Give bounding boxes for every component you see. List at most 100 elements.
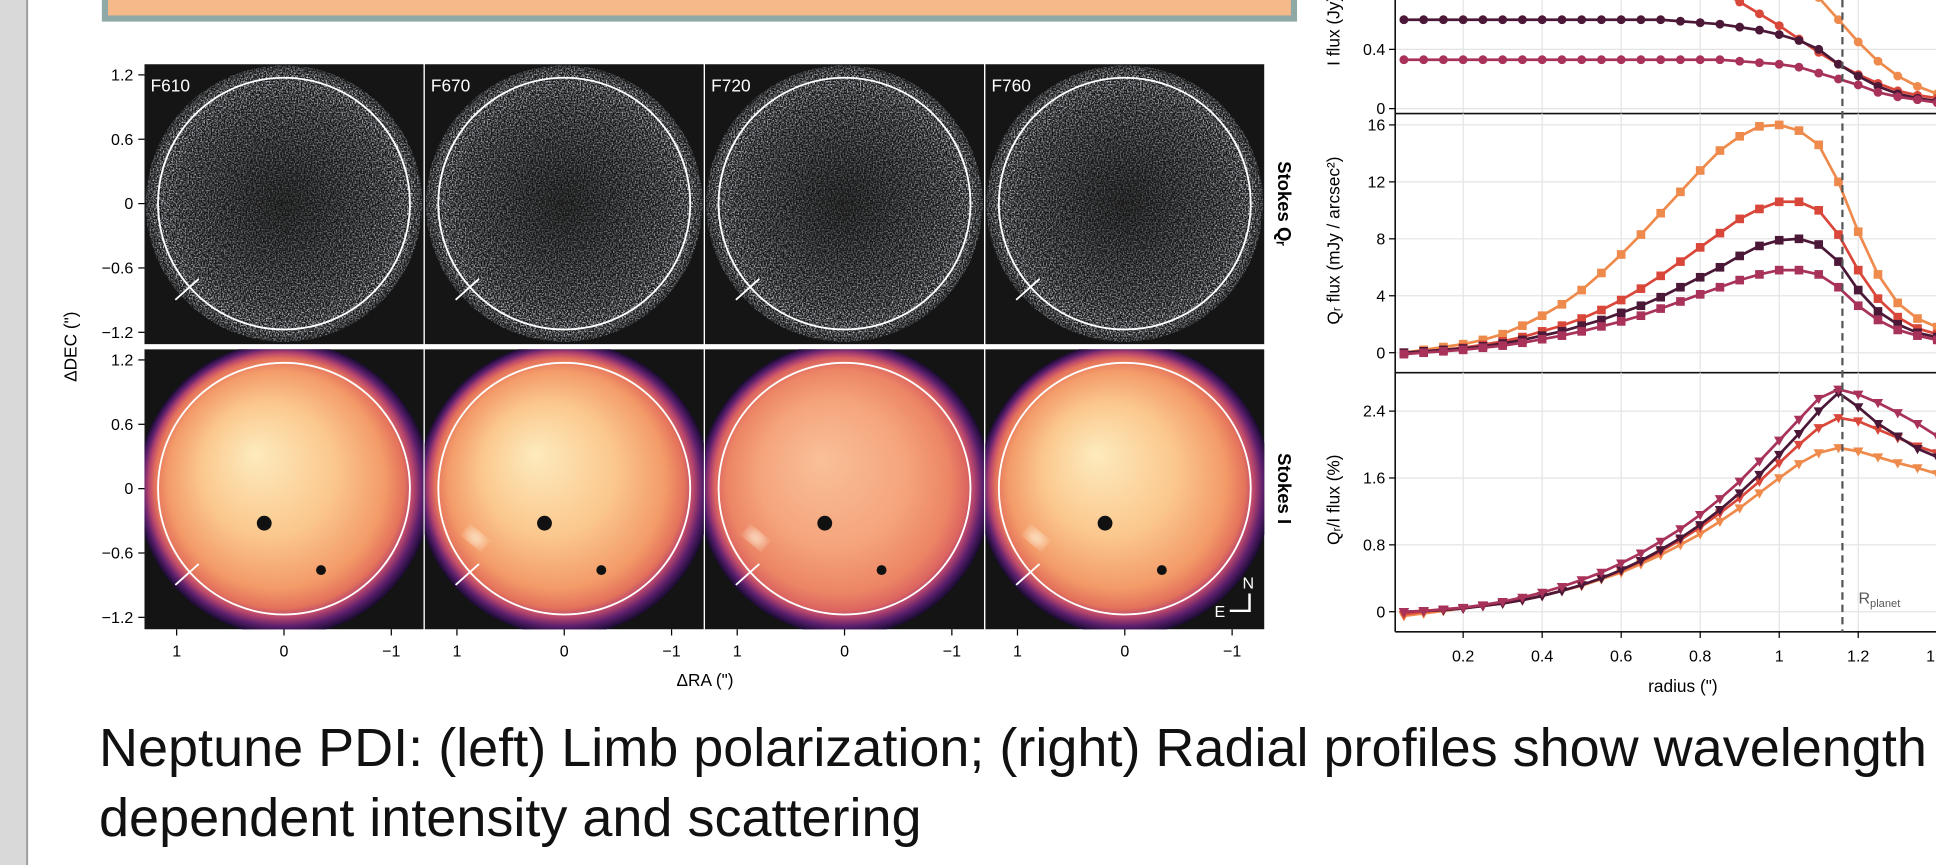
marker — [1715, 262, 1725, 272]
marker — [1438, 15, 1448, 25]
marker — [1458, 15, 1468, 25]
planet-outline — [997, 76, 1252, 331]
marker — [1457, 603, 1469, 614]
marker — [1774, 436, 1785, 446]
marker — [1873, 56, 1883, 66]
marker — [1577, 321, 1586, 330]
marker — [1695, 166, 1705, 175]
marker — [1754, 477, 1765, 487]
marker — [1774, 265, 1784, 275]
x-tick-label: −1 — [662, 642, 680, 660]
marker — [1793, 460, 1805, 470]
limb-brightening — [465, 529, 485, 547]
plot-area — [1399, 120, 1936, 359]
marker — [1794, 36, 1804, 45]
marker — [1834, 257, 1843, 266]
y-tick-label: 0 — [1376, 344, 1385, 362]
marker — [1695, 290, 1705, 299]
marker — [1438, 605, 1449, 615]
planet-outline — [717, 76, 972, 331]
x-tick-label: −1 — [1223, 642, 1241, 660]
marker — [1873, 294, 1883, 303]
marker — [1754, 457, 1765, 467]
side-bar — [0, 0, 28, 865]
marker — [1714, 517, 1726, 527]
x-tick-label: 0 — [280, 642, 289, 660]
marker — [1814, 44, 1824, 54]
y-tick-label: 4 — [1376, 287, 1385, 305]
marker — [1755, 9, 1764, 19]
polarized-noise — [424, 64, 704, 345]
marker — [1893, 92, 1903, 102]
planet-disk — [144, 349, 424, 630]
marker — [1676, 282, 1685, 292]
marker — [1774, 450, 1785, 461]
marker — [1517, 55, 1527, 65]
marker — [1913, 331, 1922, 340]
marker — [1794, 62, 1804, 72]
mask-marker — [735, 563, 760, 586]
marker — [1813, 424, 1824, 434]
marker — [1813, 449, 1824, 459]
marker — [1577, 285, 1586, 295]
row-label: Stokes Qᵣ — [1274, 161, 1295, 246]
x-tick-label: 0.4 — [1531, 647, 1553, 665]
marker — [1419, 348, 1428, 358]
marker — [1537, 311, 1547, 321]
marker — [1597, 315, 1606, 325]
marker — [1597, 305, 1606, 315]
marker — [1853, 37, 1863, 47]
marker — [1794, 126, 1804, 135]
marker — [1616, 250, 1626, 259]
marker — [1872, 453, 1884, 463]
marker — [1695, 511, 1706, 521]
filter-label: F760 — [991, 75, 1030, 95]
marker — [1398, 608, 1410, 618]
x-tick-label: −1 — [943, 642, 961, 660]
marker — [1932, 335, 1936, 345]
marker — [1793, 429, 1805, 440]
marker — [1793, 415, 1805, 426]
marker — [1774, 120, 1784, 130]
marker — [1576, 581, 1587, 591]
y-tick-label: 0.6 — [111, 131, 133, 149]
y-tick-label: 1.2 — [111, 66, 133, 84]
marker — [1616, 15, 1626, 25]
marker — [1774, 235, 1784, 245]
marker — [1596, 574, 1607, 584]
moon — [596, 565, 607, 576]
marker — [1774, 59, 1784, 69]
marker — [1834, 282, 1843, 292]
marker — [1932, 453, 1936, 461]
planet-outline — [437, 76, 692, 331]
marker — [1635, 549, 1647, 559]
marker — [1893, 325, 1903, 335]
marker — [1715, 228, 1725, 238]
marker — [1853, 301, 1863, 311]
marker — [1656, 208, 1666, 218]
y-tick-label: 0.4 — [1363, 41, 1385, 59]
marker — [1635, 557, 1647, 567]
polarized-noise — [705, 64, 985, 345]
image-panel — [144, 64, 424, 345]
marker — [1557, 299, 1567, 309]
marker — [1636, 15, 1646, 25]
marker — [1755, 241, 1764, 251]
marker — [1932, 470, 1936, 478]
x-tick-label: 1 — [452, 642, 461, 660]
marker — [1615, 559, 1627, 569]
marker — [1577, 314, 1586, 323]
marker — [1755, 270, 1764, 279]
marker — [1834, 74, 1843, 84]
mask-marker — [454, 278, 480, 301]
marker — [1576, 576, 1587, 586]
marker — [1597, 268, 1606, 278]
filter-label: F670 — [431, 75, 470, 95]
marker — [1497, 597, 1508, 608]
series-line — [1819, 0, 1936, 95]
marker — [1873, 87, 1883, 97]
marker — [1656, 271, 1666, 281]
image-panel — [424, 64, 704, 345]
marker — [1695, 55, 1705, 65]
y-axis-label: ΔDEC (") — [61, 312, 81, 382]
